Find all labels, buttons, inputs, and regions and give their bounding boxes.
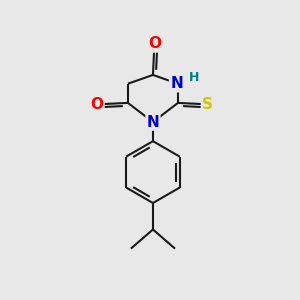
Text: N: N [170,76,183,91]
Text: H: H [189,71,200,84]
Text: N: N [147,115,159,130]
Text: S: S [202,97,213,112]
Text: O: O [91,97,103,112]
Text: O: O [148,37,161,52]
